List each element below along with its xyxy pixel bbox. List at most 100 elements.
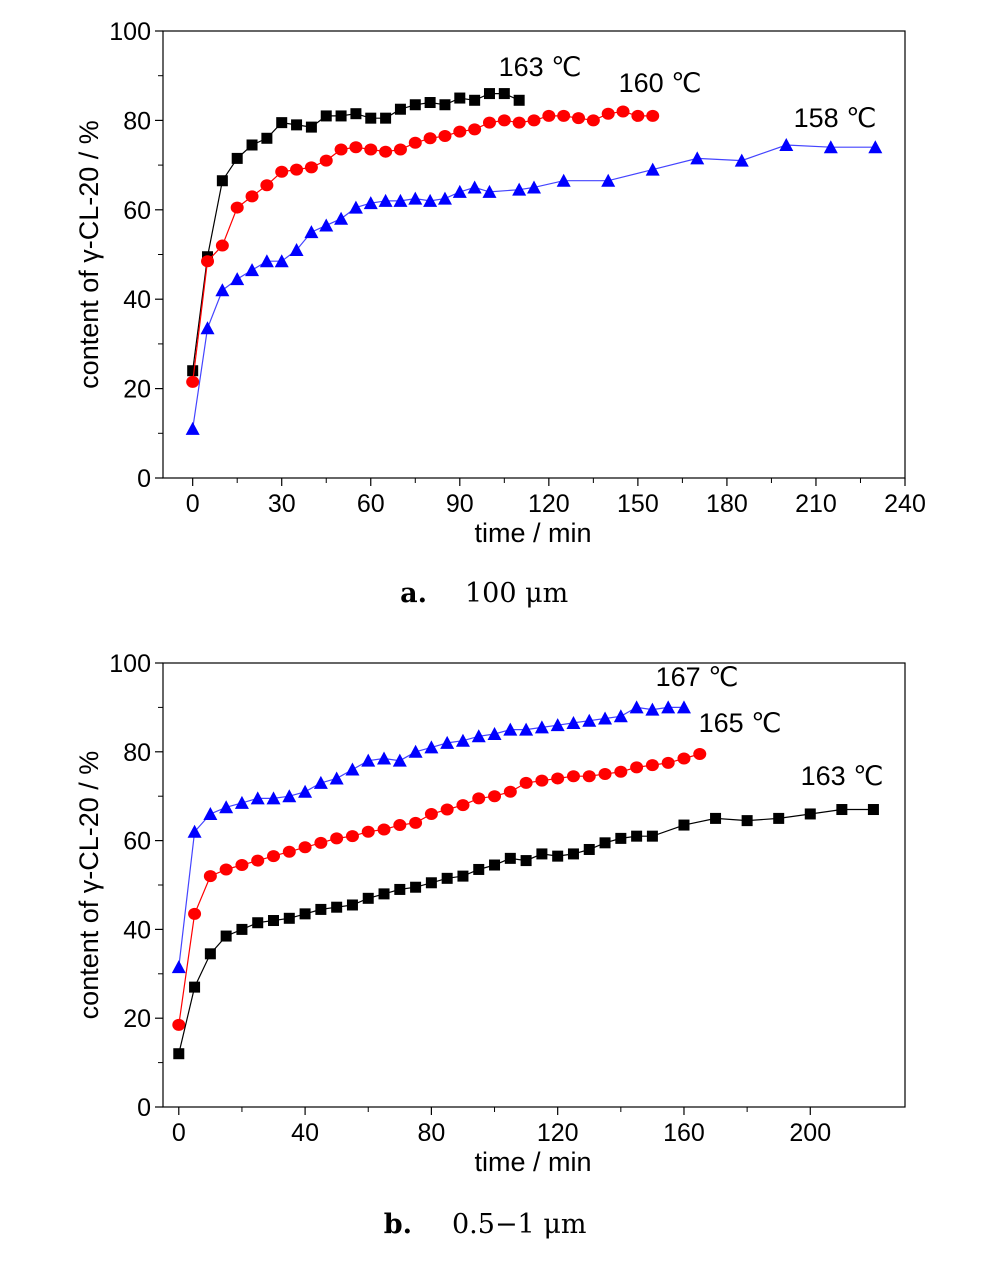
caption-letter: a. — [400, 578, 427, 609]
data-point-triangle — [363, 196, 378, 210]
data-point-triangle — [661, 700, 676, 714]
series-triangle — [185, 137, 883, 435]
data-point-square — [599, 837, 611, 849]
data-point-square — [236, 923, 248, 935]
data-point-circle — [527, 114, 541, 127]
data-point-circle — [219, 863, 233, 876]
series-name-label: 158 ℃ — [794, 103, 877, 133]
x-tick-label: 0 — [172, 1119, 186, 1147]
y-tick-label: 60 — [123, 197, 151, 225]
x-axis-label: time / min — [474, 1147, 591, 1177]
x-tick-label: 120 — [528, 490, 570, 518]
data-point-circle — [379, 145, 393, 158]
data-point-circle — [614, 765, 628, 778]
data-point-triangle — [690, 151, 705, 165]
data-point-square — [331, 901, 343, 913]
y-tick-label: 40 — [123, 286, 151, 314]
data-point-triangle — [734, 153, 749, 167]
series-group — [185, 88, 883, 435]
data-point-square — [365, 112, 377, 124]
data-point-square — [454, 92, 466, 104]
y-axis-ticks: 0 20 40 60 80 100 — [109, 650, 163, 1122]
data-point-triangle — [601, 173, 616, 187]
data-point-triangle — [512, 182, 527, 196]
x-tick-label: 0 — [186, 490, 200, 518]
data-point-square — [483, 88, 495, 100]
data-point-circle — [646, 109, 660, 122]
data-point-square — [441, 872, 453, 884]
data-point-triangle — [266, 791, 281, 805]
data-point-circle — [364, 143, 378, 156]
data-point-square — [469, 94, 481, 106]
data-point-triangle — [556, 173, 571, 187]
chart-panel-a: 0 30 60 90 120 150 180 210 240 0 20 40 60 80 100 163 … — [74, 18, 926, 609]
data-point-square — [473, 863, 485, 875]
data-point-triangle — [455, 733, 470, 747]
data-point-square — [552, 850, 564, 862]
data-point-circle — [482, 116, 496, 129]
data-point-triangle — [234, 795, 249, 809]
data-point-triangle — [534, 720, 549, 734]
data-point-square — [291, 119, 303, 131]
data-point-circle — [631, 109, 645, 122]
data-point-triangle — [392, 753, 407, 767]
data-point-circle — [630, 761, 644, 774]
data-point-circle — [201, 255, 215, 268]
x-tick-label: 120 — [537, 1119, 579, 1147]
caption-text: 100 μm — [465, 578, 568, 609]
data-point-circle — [497, 114, 511, 127]
data-point-square — [276, 117, 288, 129]
data-point-triangle — [348, 200, 363, 214]
data-point-triangle — [250, 791, 265, 805]
data-point-triangle — [452, 184, 467, 198]
x-tick-label: 160 — [663, 1119, 705, 1147]
data-point-square — [710, 812, 722, 824]
y-tick-label: 60 — [123, 828, 151, 856]
data-point-square — [378, 888, 390, 900]
data-point-triangle — [203, 806, 218, 820]
data-point-circle — [661, 756, 675, 769]
y-tick-label: 40 — [123, 916, 151, 944]
data-point-triangle — [482, 184, 497, 198]
data-point-triangle — [437, 191, 452, 205]
data-point-triangle — [289, 243, 304, 257]
data-point-circle — [245, 190, 259, 203]
y-tick-label: 0 — [137, 1094, 151, 1122]
data-point-circle — [551, 772, 565, 785]
data-point-circle — [260, 179, 274, 192]
data-point-square — [252, 917, 264, 929]
data-point-triangle — [230, 272, 245, 286]
data-point-square — [424, 97, 436, 109]
data-point-square — [350, 108, 362, 120]
data-point-square — [335, 110, 347, 122]
data-point-circle — [330, 832, 344, 845]
data-point-circle — [512, 116, 526, 129]
data-point-circle — [677, 752, 691, 765]
x-tick-label: 30 — [268, 490, 296, 518]
data-point-square — [867, 804, 879, 816]
data-point-triangle — [361, 753, 376, 767]
data-point-circle — [230, 201, 244, 214]
data-point-triangle — [467, 180, 482, 194]
data-point-square — [189, 981, 201, 993]
data-point-square — [231, 152, 243, 164]
data-point-circle — [601, 107, 615, 120]
data-point-circle — [453, 125, 467, 138]
data-point-square — [299, 908, 311, 920]
data-point-triangle — [823, 140, 838, 154]
data-point-triangle — [200, 321, 215, 335]
x-tick-label: 40 — [291, 1119, 319, 1147]
data-point-triangle — [471, 729, 486, 743]
data-point-square — [498, 88, 510, 100]
data-point-circle — [535, 774, 549, 787]
data-point-square — [216, 175, 228, 187]
data-point-square — [504, 852, 516, 864]
data-point-circle — [172, 1018, 186, 1031]
data-point-circle — [408, 136, 422, 149]
series-circle — [186, 105, 660, 388]
data-point-circle — [572, 112, 586, 125]
series-square — [173, 804, 879, 1060]
data-point-triangle — [613, 709, 628, 723]
data-point-circle — [424, 807, 438, 820]
series-circle — [172, 748, 707, 1031]
